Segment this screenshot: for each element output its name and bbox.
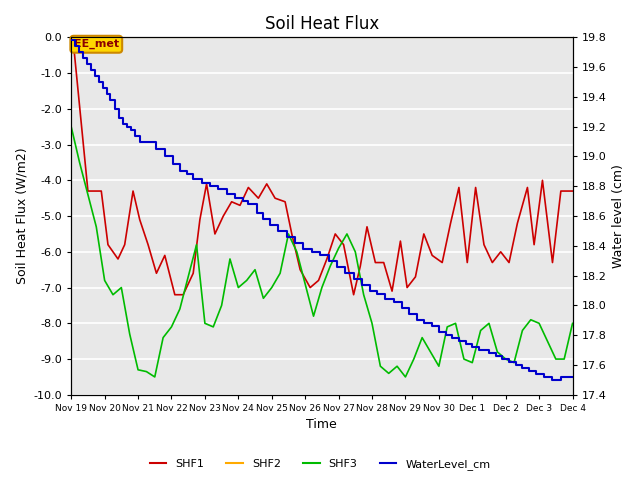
Title: Soil Heat Flux: Soil Heat Flux [265, 15, 379, 33]
Y-axis label: Soil Heat Flux (W/m2): Soil Heat Flux (W/m2) [15, 148, 28, 284]
Text: EE_met: EE_met [74, 39, 119, 49]
Y-axis label: Water level (cm): Water level (cm) [612, 164, 625, 268]
Legend: SHF1, SHF2, SHF3, WaterLevel_cm: SHF1, SHF2, SHF3, WaterLevel_cm [145, 455, 495, 474]
X-axis label: Time: Time [307, 419, 337, 432]
